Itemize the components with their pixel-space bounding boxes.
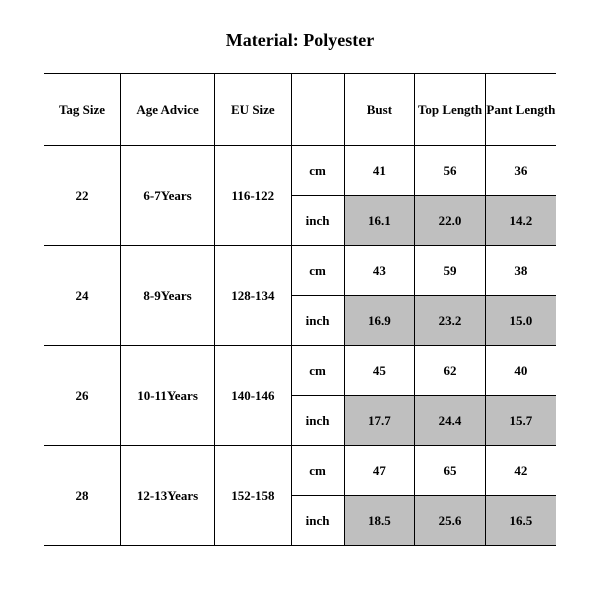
col-tag-size: Tag Size <box>44 74 120 146</box>
cell-bust: 16.1 <box>344 196 415 246</box>
cell-tag-size: 22 <box>44 146 120 246</box>
cell-top-length: 25.6 <box>415 496 486 546</box>
cell-age-advice: 8-9Years <box>120 246 214 346</box>
page-title: Material: Polyester <box>0 0 600 73</box>
cell-unit-inch: inch <box>291 196 344 246</box>
cell-eu-size: 116-122 <box>215 146 291 246</box>
cell-bust: 16.9 <box>344 296 415 346</box>
cell-bust: 41 <box>344 146 415 196</box>
cell-pant-length: 40 <box>485 346 556 396</box>
table-body: 22 6-7Years 116-122 cm 41 56 36 inch 16.… <box>44 146 556 546</box>
cell-top-length: 56 <box>415 146 486 196</box>
cell-bust: 47 <box>344 446 415 496</box>
cell-top-length: 65 <box>415 446 486 496</box>
cell-age-advice: 12-13Years <box>120 446 214 546</box>
cell-pant-length: 42 <box>485 446 556 496</box>
cell-top-length: 62 <box>415 346 486 396</box>
cell-unit-cm: cm <box>291 346 344 396</box>
cell-bust: 17.7 <box>344 396 415 446</box>
size-table-container: Tag Size Age Advice EU Size Bust Top Len… <box>0 73 600 546</box>
cell-tag-size: 24 <box>44 246 120 346</box>
cell-tag-size: 28 <box>44 446 120 546</box>
col-age-advice: Age Advice <box>120 74 214 146</box>
cell-age-advice: 10-11Years <box>120 346 214 446</box>
cell-unit-inch: inch <box>291 296 344 346</box>
col-bust: Bust <box>344 74 415 146</box>
col-top-length: Top Length <box>415 74 486 146</box>
cell-unit-inch: inch <box>291 496 344 546</box>
cell-tag-size: 26 <box>44 346 120 446</box>
cell-pant-length: 16.5 <box>485 496 556 546</box>
cell-pant-length: 38 <box>485 246 556 296</box>
cell-eu-size: 152-158 <box>215 446 291 546</box>
table-row: 28 12-13Years 152-158 cm 47 65 42 <box>44 446 556 496</box>
cell-bust: 18.5 <box>344 496 415 546</box>
cell-unit-cm: cm <box>291 446 344 496</box>
cell-pant-length: 15.0 <box>485 296 556 346</box>
cell-unit-inch: inch <box>291 396 344 446</box>
table-row: 22 6-7Years 116-122 cm 41 56 36 <box>44 146 556 196</box>
cell-age-advice: 6-7Years <box>120 146 214 246</box>
size-table: Tag Size Age Advice EU Size Bust Top Len… <box>44 73 556 546</box>
cell-unit-cm: cm <box>291 146 344 196</box>
table-row: 26 10-11Years 140-146 cm 45 62 40 <box>44 346 556 396</box>
cell-unit-cm: cm <box>291 246 344 296</box>
cell-bust: 45 <box>344 346 415 396</box>
table-row: 24 8-9Years 128-134 cm 43 59 38 <box>44 246 556 296</box>
col-unit <box>291 74 344 146</box>
cell-bust: 43 <box>344 246 415 296</box>
cell-top-length: 59 <box>415 246 486 296</box>
cell-pant-length: 15.7 <box>485 396 556 446</box>
table-header-row: Tag Size Age Advice EU Size Bust Top Len… <box>44 74 556 146</box>
cell-eu-size: 128-134 <box>215 246 291 346</box>
cell-pant-length: 36 <box>485 146 556 196</box>
cell-top-length: 24.4 <box>415 396 486 446</box>
col-eu-size: EU Size <box>215 74 291 146</box>
col-pant-length: Pant Length <box>485 74 556 146</box>
cell-top-length: 23.2 <box>415 296 486 346</box>
cell-pant-length: 14.2 <box>485 196 556 246</box>
cell-top-length: 22.0 <box>415 196 486 246</box>
cell-eu-size: 140-146 <box>215 346 291 446</box>
